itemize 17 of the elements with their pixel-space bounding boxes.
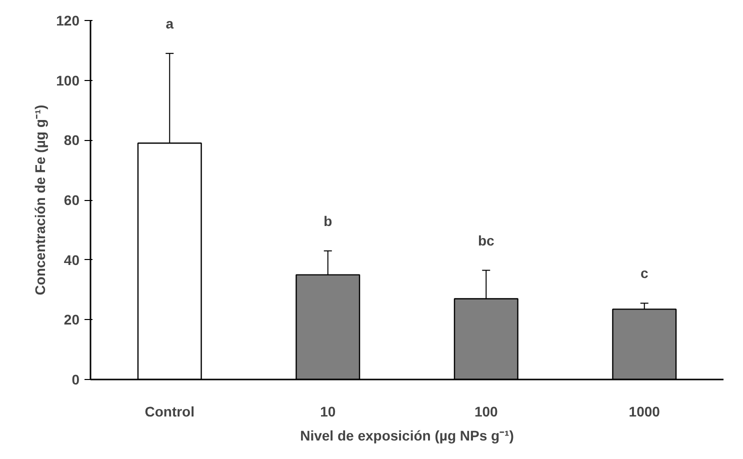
y-tick-label: 40 bbox=[64, 252, 80, 268]
y-tick-label: 120 bbox=[56, 12, 80, 28]
y-tick-label: 20 bbox=[64, 312, 80, 328]
x-tick-label: 10 bbox=[320, 404, 336, 420]
y-tick-label: 100 bbox=[56, 72, 80, 88]
y-tick-label: 0 bbox=[72, 372, 80, 388]
x-tick-label: Control bbox=[144, 404, 195, 420]
y-tick-label: 60 bbox=[64, 192, 80, 208]
annotation: a bbox=[166, 15, 174, 32]
annotation: c bbox=[640, 265, 648, 282]
y-axis-title: Concentración de Fe (µg g⁻¹) bbox=[32, 104, 48, 296]
annotation: b bbox=[324, 212, 332, 229]
y-tick-label: 80 bbox=[64, 132, 80, 148]
x-tick-label: 1000 bbox=[628, 404, 660, 420]
annotation: bc bbox=[478, 232, 495, 248]
x-axis-title: Nivel de exposición (µg NPs g⁻¹) bbox=[300, 428, 514, 444]
x-tick-label: 100 bbox=[474, 404, 498, 420]
